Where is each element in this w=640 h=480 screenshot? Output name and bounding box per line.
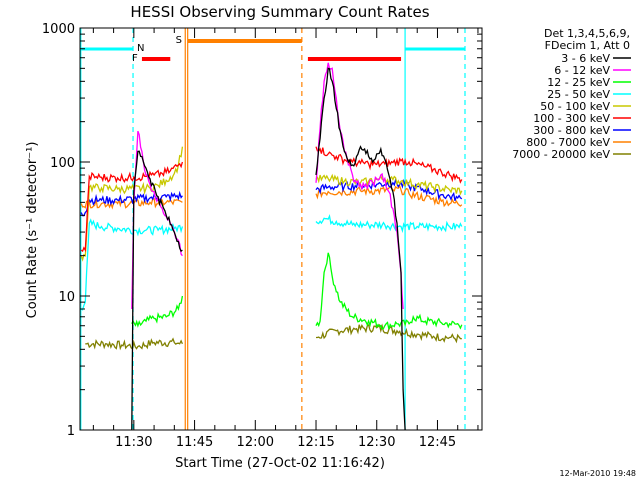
x-tick-label-3: 12:15 bbox=[297, 435, 334, 450]
legend-header-1: FDecim 1, Att 0 bbox=[545, 39, 630, 52]
x-tick-label-5: 12:45 bbox=[419, 435, 456, 450]
legend-entry-label-5: 100 - 300 keV bbox=[533, 112, 610, 125]
plot-frame bbox=[79, 27, 483, 431]
legend-entry-label-4: 50 - 100 keV bbox=[540, 100, 610, 113]
series-line-2 bbox=[80, 214, 463, 311]
plot-area: NF S 1 10 100 1000 11:30 11:45 12:00 12:15 12:30 12… bbox=[42, 22, 483, 450]
legend-entry-label-0: 3 - 6 keV bbox=[561, 52, 610, 65]
series-line-7 bbox=[131, 62, 404, 310]
series-line-8 bbox=[131, 67, 406, 431]
series-line-5 bbox=[80, 146, 463, 262]
x-axis-label: Start Time (27-Oct-02 11:16:42) bbox=[175, 456, 385, 471]
legend-entry-label-3: 25 - 50 keV bbox=[547, 88, 610, 101]
chart-title: HESSI Observing Summary Count Rates bbox=[130, 3, 429, 21]
series-line-6 bbox=[80, 146, 463, 253]
datestamp: 12-Mar-2010 19:48 bbox=[560, 469, 637, 478]
x-tick-label-0: 11:30 bbox=[115, 435, 152, 450]
legend-entry-label-2: 12 - 25 keV bbox=[547, 76, 610, 89]
series-line-0 bbox=[85, 323, 462, 351]
legend: Det 1,3,4,5,6,9,FDecim 1, Att 03 - 6 keV… bbox=[512, 27, 631, 161]
series-line-1 bbox=[131, 252, 463, 330]
y-axis-label: Count Rate (s⁻¹ detector⁻¹) bbox=[25, 142, 40, 319]
legend-entry-label-7: 800 - 7000 keV bbox=[526, 136, 610, 149]
legend-entry-label-6: 300 - 800 keV bbox=[533, 124, 610, 137]
flag-label-f: F bbox=[132, 53, 138, 64]
legend-entry-label-8: 7000 - 20000 keV bbox=[512, 148, 610, 161]
flag-label-n: N bbox=[137, 43, 144, 54]
x-tick-label-1: 11:45 bbox=[176, 435, 213, 450]
legend-entry-label-1: 6 - 12 keV bbox=[554, 64, 610, 77]
y-tick-label-0: 1 bbox=[67, 424, 75, 439]
y-tick-label-3: 1000 bbox=[42, 22, 75, 37]
flag-label-s: S bbox=[176, 35, 182, 46]
x-tick-label-4: 12:30 bbox=[358, 435, 395, 450]
legend-header-0: Det 1,3,4,5,6,9, bbox=[544, 27, 630, 40]
y-tick-label-1: 10 bbox=[58, 290, 75, 305]
y-tick-label-2: 100 bbox=[50, 156, 75, 171]
x-tick-label-2: 12:00 bbox=[237, 435, 274, 450]
